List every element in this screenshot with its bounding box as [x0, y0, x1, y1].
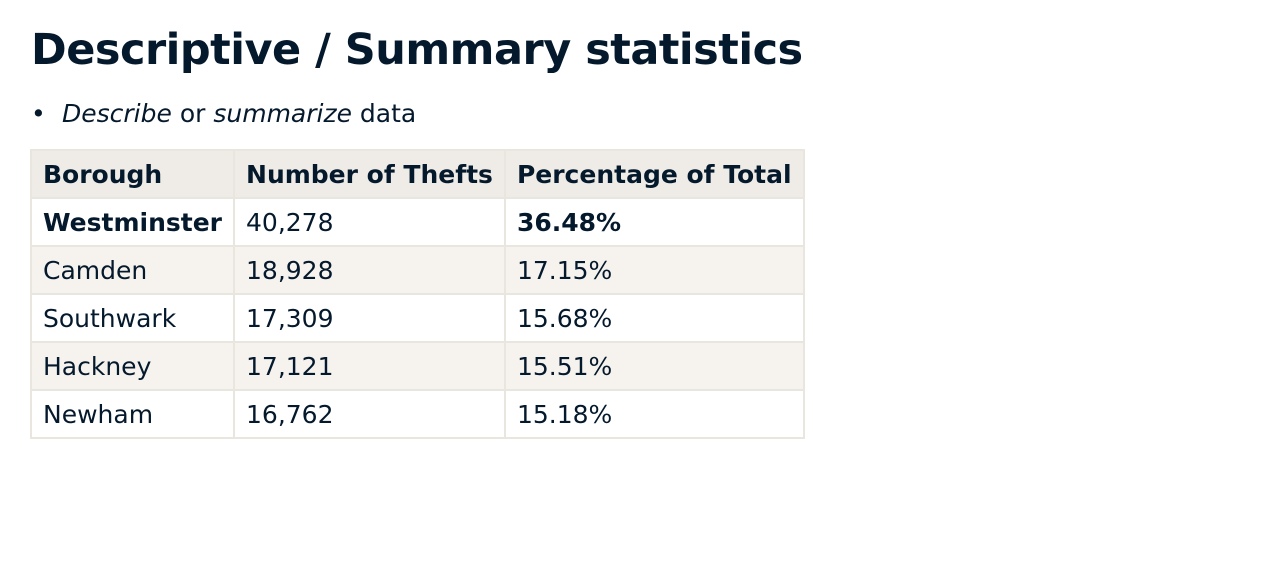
table-row: Newham 16,762 15.18%: [29, 389, 805, 439]
bullet-list: • Describe or summarize data: [31, 97, 416, 131]
thefts-cell: 18,928: [233, 245, 506, 295]
bullet-marker: •: [31, 99, 46, 128]
bullet-text-data: data: [351, 99, 417, 128]
borough-cell: Southwark: [29, 293, 236, 343]
table-row: Westminster 40,278 36.48%: [29, 197, 805, 247]
bullet-emphasis-summarize: summarize: [213, 99, 352, 128]
percentage-cell: 15.51%: [503, 341, 805, 391]
table-row: Hackney 17,121 15.51%: [29, 341, 805, 391]
borough-cell: Camden: [29, 245, 236, 295]
thefts-cell: 40,278: [233, 197, 506, 247]
table-header-row: Borough Number of Thefts Percentage of T…: [29, 149, 805, 199]
table-row: Southwark 17,309 15.68%: [29, 293, 805, 343]
thefts-cell: 17,121: [233, 341, 506, 391]
slide-title: Descriptive / Summary statistics: [31, 25, 803, 75]
thefts-cell: 16,762: [233, 389, 506, 439]
column-header-borough: Borough: [29, 149, 236, 199]
bullet-emphasis-describe: Describe: [62, 99, 172, 128]
bullet-item: • Describe or summarize data: [31, 97, 416, 131]
bullet-text-or: or: [171, 99, 214, 128]
percentage-cell: 17.15%: [503, 245, 805, 295]
percentage-cell: 36.48%: [503, 197, 805, 247]
table-row: Camden 18,928 17.15%: [29, 245, 805, 295]
thefts-cell: 17,309: [233, 293, 506, 343]
percentage-cell: 15.68%: [503, 293, 805, 343]
borough-cell: Hackney: [29, 341, 236, 391]
column-header-percentage-of-total: Percentage of Total: [503, 149, 805, 199]
borough-cell: Westminster: [29, 197, 236, 247]
percentage-cell: 15.18%: [503, 389, 805, 439]
column-header-number-of-thefts: Number of Thefts: [233, 149, 506, 199]
borough-cell: Newham: [29, 389, 236, 439]
thefts-table: Borough Number of Thefts Percentage of T…: [29, 149, 805, 439]
